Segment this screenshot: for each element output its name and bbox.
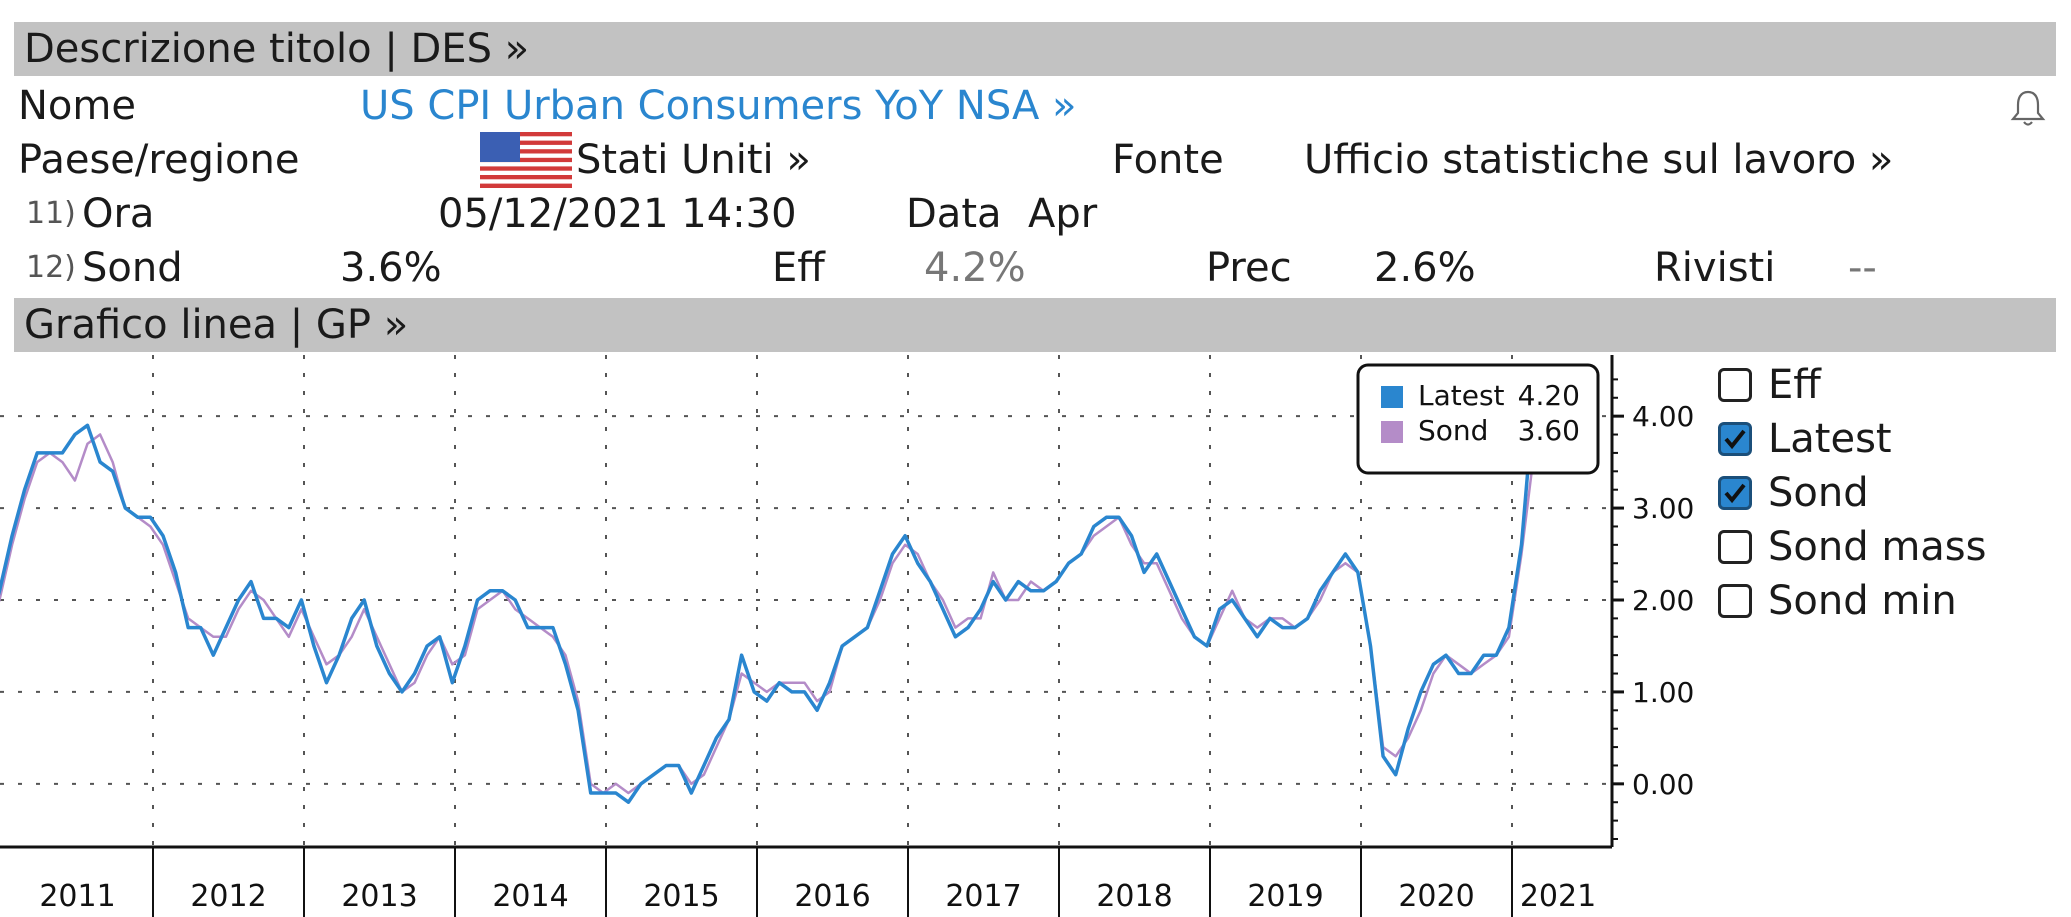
cpi-line-chart[interactable]: 0.00 1.00 2.00 3.00 4.00 2011 2012 2013 2014 201… (0, 355, 1700, 917)
prior-value: 2.6% (1374, 245, 1476, 291)
line-chart-bar[interactable]: Grafico linea | GP » (14, 298, 2056, 352)
country-link[interactable]: Stati Uniti » (576, 137, 811, 183)
source-label: Fonte (1112, 137, 1224, 183)
x-tick-label: 2014 (492, 879, 568, 914)
actual-value: 4.2% (924, 245, 1026, 291)
security-name-link[interactable]: US CPI Urban Consumers YoY NSA » (360, 83, 1077, 129)
x-tick-label: 2012 (190, 879, 266, 914)
survey-value: 3.6% (340, 245, 442, 291)
x-tick-label: 2021 (1520, 879, 1596, 914)
sond-min-option-label[interactable]: Sond min (1768, 578, 1957, 624)
y-tick-label: 2.00 (1632, 584, 1694, 617)
x-tick-label: 2013 (341, 879, 417, 914)
x-tick-label: 2020 (1398, 879, 1474, 914)
legend-latest-swatch (1381, 386, 1403, 408)
y-tick-label: 0.00 (1632, 768, 1694, 801)
time-action-number[interactable]: 11) (26, 196, 76, 231)
y-tick-label: 1.00 (1632, 676, 1694, 709)
y-tick-label: 4.00 (1632, 400, 1694, 433)
x-tick-label: 2011 (39, 879, 115, 914)
eff-option-label[interactable]: Eff (1768, 362, 1821, 408)
release-time-value: 05/12/2021 14:30 (438, 191, 797, 237)
prior-label: Prec (1206, 245, 1292, 291)
legend-latest-name: Latest (1418, 379, 1505, 412)
sond-mass-option-label[interactable]: Sond mass (1768, 524, 1987, 570)
legend-sond-value: 3.60 (1518, 414, 1580, 447)
security-description-label: Descrizione titolo | DES » (24, 26, 530, 72)
legend-sond-name: Sond (1418, 414, 1488, 447)
revised-value: -- (1848, 245, 1877, 291)
series-line-latest (0, 397, 1536, 804)
sond-mass-checkbox[interactable] (1718, 530, 1752, 564)
survey-action-number[interactable]: 12) (26, 250, 76, 285)
legend-latest-value: 4.20 (1518, 379, 1580, 412)
sond-checkbox[interactable] (1718, 476, 1752, 510)
time-label[interactable]: Ora (82, 191, 155, 237)
latest-checkbox[interactable] (1718, 422, 1752, 456)
sond-min-checkbox[interactable] (1718, 584, 1752, 618)
legend-sond-swatch (1381, 421, 1403, 443)
date-label: Data (906, 191, 1002, 237)
x-tick-label: 2017 (945, 879, 1021, 914)
sond-option-label[interactable]: Sond (1768, 470, 1869, 516)
security-description-bar[interactable]: Descrizione titolo | DES » (14, 22, 2056, 76)
eff-checkbox[interactable] (1718, 368, 1752, 402)
country-label: Paese/regione (18, 137, 300, 183)
name-label: Nome (18, 83, 136, 129)
series-line-sond (0, 433, 1536, 795)
checkmark-icon (1724, 429, 1746, 450)
survey-label[interactable]: Sond (82, 245, 183, 291)
latest-option-label[interactable]: Latest (1768, 416, 1892, 462)
actual-label: Eff (772, 245, 825, 291)
x-tick-label: 2018 (1096, 879, 1172, 914)
us-flag-icon (480, 132, 572, 188)
checkmark-icon (1724, 483, 1746, 504)
x-tick-label: 2016 (794, 879, 870, 914)
bell-icon[interactable] (2008, 88, 2048, 128)
x-tick-label: 2015 (643, 879, 719, 914)
x-tick-label: 2019 (1247, 879, 1323, 914)
chart-legend[interactable]: Latest 4.20 Sond 3.60 (1356, 363, 1600, 475)
line-chart-label: Grafico linea | GP » (24, 302, 409, 348)
revised-label: Rivisti (1654, 245, 1776, 291)
y-tick-label: 3.00 (1632, 492, 1694, 525)
period-value: Apr (1028, 191, 1098, 237)
source-link[interactable]: Ufficio statistiche sul lavoro » (1304, 137, 1894, 183)
